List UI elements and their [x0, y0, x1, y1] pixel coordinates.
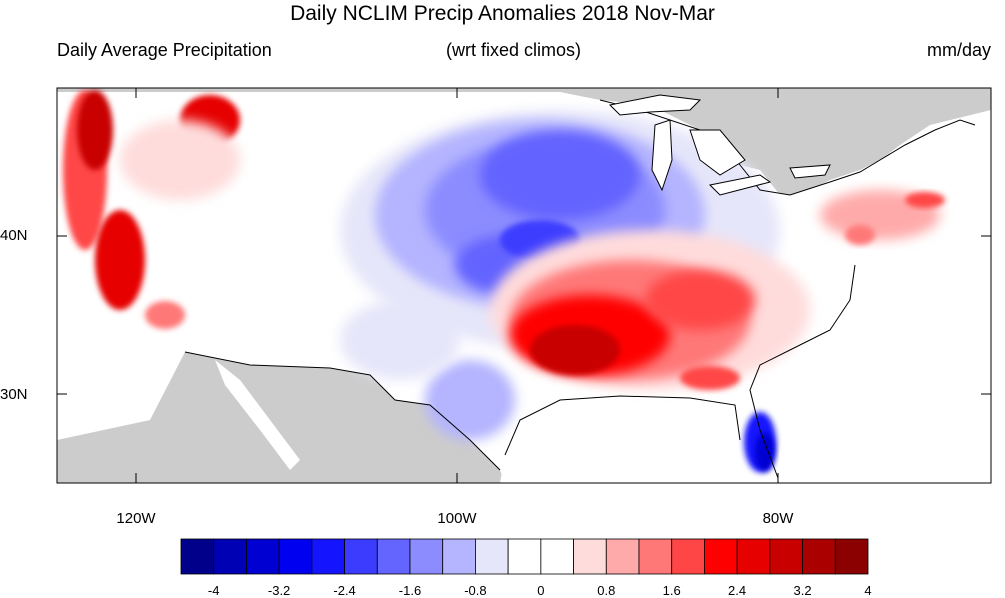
colorbar-tick-label: 2.4: [728, 583, 747, 598]
colorbar-swatch: [311, 538, 345, 575]
colorbar-swatch: [605, 538, 640, 575]
map-title: Daily NCLIM Precip Anomalies 2018 Nov-Ma…: [290, 2, 715, 25]
wet-anomaly-field: [63, 90, 945, 390]
gulf-of-mexico: [500, 398, 740, 483]
lon-label-120w: 120W: [116, 510, 156, 527]
colorbar-tick-label: -0.8: [464, 583, 487, 598]
colorbar: [180, 538, 869, 575]
colorbar-swatch: [180, 538, 215, 575]
colorbar-swatch: [671, 538, 705, 575]
lon-label-100w: 100W: [437, 510, 477, 527]
colorbar-swatch: [736, 538, 771, 575]
colorbar-swatch: [638, 538, 673, 575]
lat-label-40n: 40N: [0, 227, 28, 244]
colorbar-tick-label: 0.8: [597, 583, 616, 598]
units-label: mm/day: [926, 40, 991, 60]
colorbar-swatch: [540, 538, 574, 575]
colorbar-swatch: [704, 538, 738, 575]
coastlines: [184, 94, 976, 479]
map-frame: [56, 87, 992, 484]
colorbar-swatch: [246, 538, 280, 575]
colorbar-tick-label: -2.4: [333, 583, 356, 598]
colorbar-swatch: [376, 538, 411, 575]
subtitle-left: Daily Average Precipitation: [57, 40, 272, 60]
colorbar-swatch: [213, 538, 247, 575]
colorbar-tick-label: -1.6: [398, 583, 422, 598]
axis-ticks: [57, 88, 991, 483]
colorbar-swatch: [507, 538, 542, 575]
lake-superior: [608, 94, 702, 116]
colorbar-swatch: [475, 538, 509, 575]
lake-huron: [689, 129, 746, 176]
colorbar-tick-label: 3.2: [793, 583, 812, 598]
canada-region: [57, 88, 991, 195]
colorbar-swatch: [573, 538, 607, 575]
mexico-region: [57, 352, 505, 483]
gulf-of-california: [215, 360, 300, 470]
colorbar-swatch: [409, 538, 444, 575]
colorbar-swatch: [442, 538, 476, 575]
colorbar-tick-label: 4: [864, 583, 872, 598]
colorbar-tick-label: 1.6: [662, 583, 681, 598]
map-field: [57, 88, 991, 483]
colorbar-tick-label: -4: [207, 583, 220, 598]
lake-ontario: [789, 164, 831, 179]
lon-label-80w: 80W: [762, 510, 794, 527]
colorbar-swatch: [802, 538, 836, 575]
colorbar-swatch: [344, 538, 378, 575]
subtitle-center: (wrt fixed climos): [446, 40, 582, 60]
colorbar-swatch: [834, 538, 869, 575]
colorbar-swatch: [278, 538, 313, 575]
colorbar-swatch: [769, 538, 803, 575]
lat-label-30n: 30N: [0, 386, 28, 403]
colorbar-tick-label: -3.2: [267, 583, 291, 598]
colorbar-tick-label: 0: [537, 583, 545, 598]
lake-erie: [708, 174, 772, 196]
atlantic-ocean: [780, 190, 991, 483]
lake-michigan: [651, 119, 673, 192]
